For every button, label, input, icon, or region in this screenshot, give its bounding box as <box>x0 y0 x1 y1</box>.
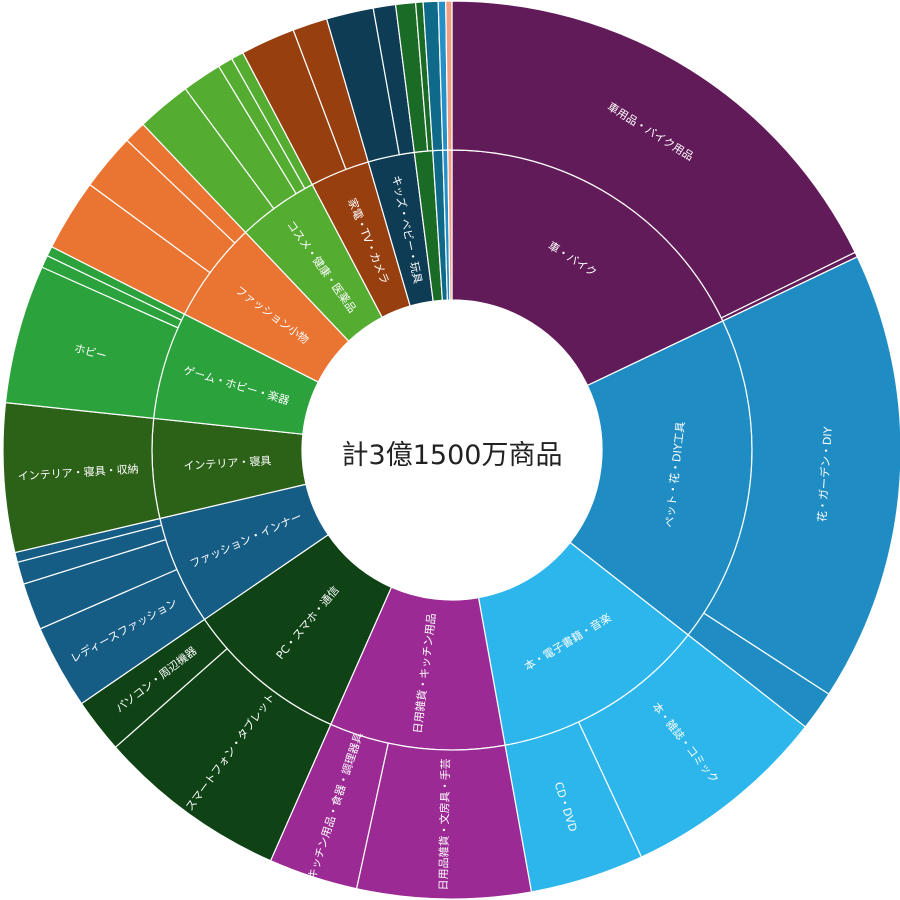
center-total-label: 計3億1500万商品 <box>342 440 563 471</box>
outer-segment-label: 花・ガーデン・DIY <box>815 426 835 522</box>
outer-segment-label: 日用品雑貨・文房具・手芸 <box>436 758 452 890</box>
sunburst-outer-segment[interactable] <box>451 0 856 319</box>
sunburst-outer-segment[interactable] <box>445 0 453 151</box>
inner-segment-label: インテリア・寝具 <box>183 453 272 472</box>
